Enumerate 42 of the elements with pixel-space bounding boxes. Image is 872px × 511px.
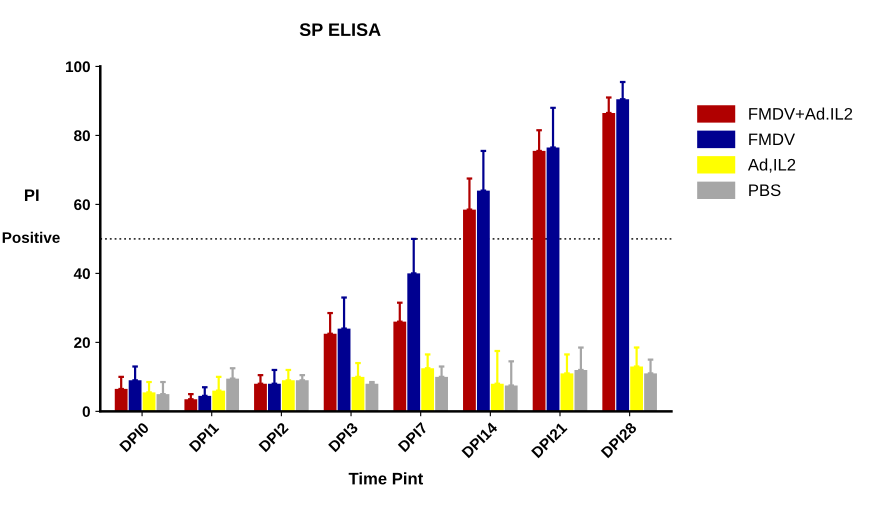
y-axis-title: PI <box>24 189 38 201</box>
bar <box>435 376 448 412</box>
y-tick-label: 40 <box>74 268 90 280</box>
y-tick-label: 20 <box>74 337 90 348</box>
bar <box>616 99 630 412</box>
bar <box>282 380 295 412</box>
bar <box>352 376 364 412</box>
bar <box>421 368 434 412</box>
bar <box>366 384 378 412</box>
legend-label: Ad,IL2 <box>748 158 796 173</box>
bar <box>296 380 309 412</box>
bar <box>268 384 281 412</box>
bar <box>574 370 588 412</box>
bar <box>142 392 156 412</box>
bar <box>504 385 518 412</box>
y-tick-label: 0 <box>82 406 90 418</box>
x-axis-title: Time Pint <box>348 472 424 485</box>
ref-line-label: Positive <box>2 232 60 243</box>
bar <box>156 394 170 412</box>
bar <box>476 190 490 412</box>
y-tick-label: 60 <box>74 199 90 210</box>
legend-label: FMDV+Ad.IL2 <box>749 108 852 120</box>
legend-label: PBS <box>749 184 780 196</box>
bar <box>546 147 560 412</box>
bar <box>532 150 546 412</box>
bar <box>644 373 657 412</box>
chart-title: SP ELISA <box>300 23 381 36</box>
bar <box>463 210 476 412</box>
y-tick-label: 100 <box>66 61 90 72</box>
legend-label: FMDV <box>749 134 796 146</box>
bar <box>630 366 644 412</box>
bar <box>407 273 420 412</box>
bar <box>254 384 267 412</box>
bar <box>602 112 616 412</box>
bar <box>338 328 350 412</box>
y-tick-label: 80 <box>74 130 90 142</box>
bar <box>128 380 142 412</box>
bar <box>324 334 337 412</box>
bar <box>226 378 240 412</box>
bar <box>393 322 406 412</box>
bar <box>490 384 504 412</box>
bar <box>560 373 574 412</box>
